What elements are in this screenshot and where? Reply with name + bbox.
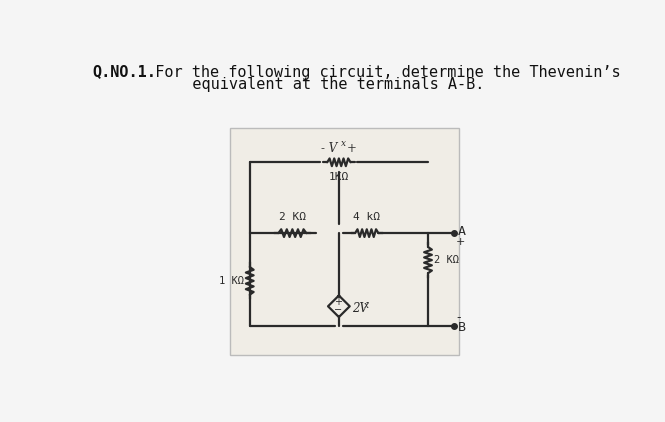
Text: equivalent at the terminals A-B.: equivalent at the terminals A-B. bbox=[92, 77, 485, 92]
Text: -: - bbox=[456, 311, 460, 325]
Text: −: − bbox=[334, 305, 342, 315]
Text: A: A bbox=[458, 225, 466, 238]
Text: x: x bbox=[341, 139, 346, 149]
Text: - V: - V bbox=[321, 142, 337, 155]
Text: 1 KΩ: 1 KΩ bbox=[219, 276, 243, 286]
Text: 2V: 2V bbox=[352, 302, 368, 315]
Text: +: + bbox=[334, 298, 342, 308]
Text: 2 KΩ: 2 KΩ bbox=[434, 255, 460, 265]
Text: For the following circuit, determine the Thevenin’s: For the following circuit, determine the… bbox=[138, 65, 621, 79]
Text: 1KΩ: 1KΩ bbox=[329, 171, 349, 181]
Text: +: + bbox=[346, 142, 356, 155]
Text: x: x bbox=[364, 301, 369, 310]
Text: B: B bbox=[458, 321, 466, 334]
Bar bbox=[230, 127, 459, 355]
Text: Q.NO.1.: Q.NO.1. bbox=[92, 65, 156, 79]
Text: 4 kΩ: 4 kΩ bbox=[353, 211, 380, 222]
Text: 2 KΩ: 2 KΩ bbox=[279, 211, 306, 222]
Text: +: + bbox=[456, 237, 466, 246]
